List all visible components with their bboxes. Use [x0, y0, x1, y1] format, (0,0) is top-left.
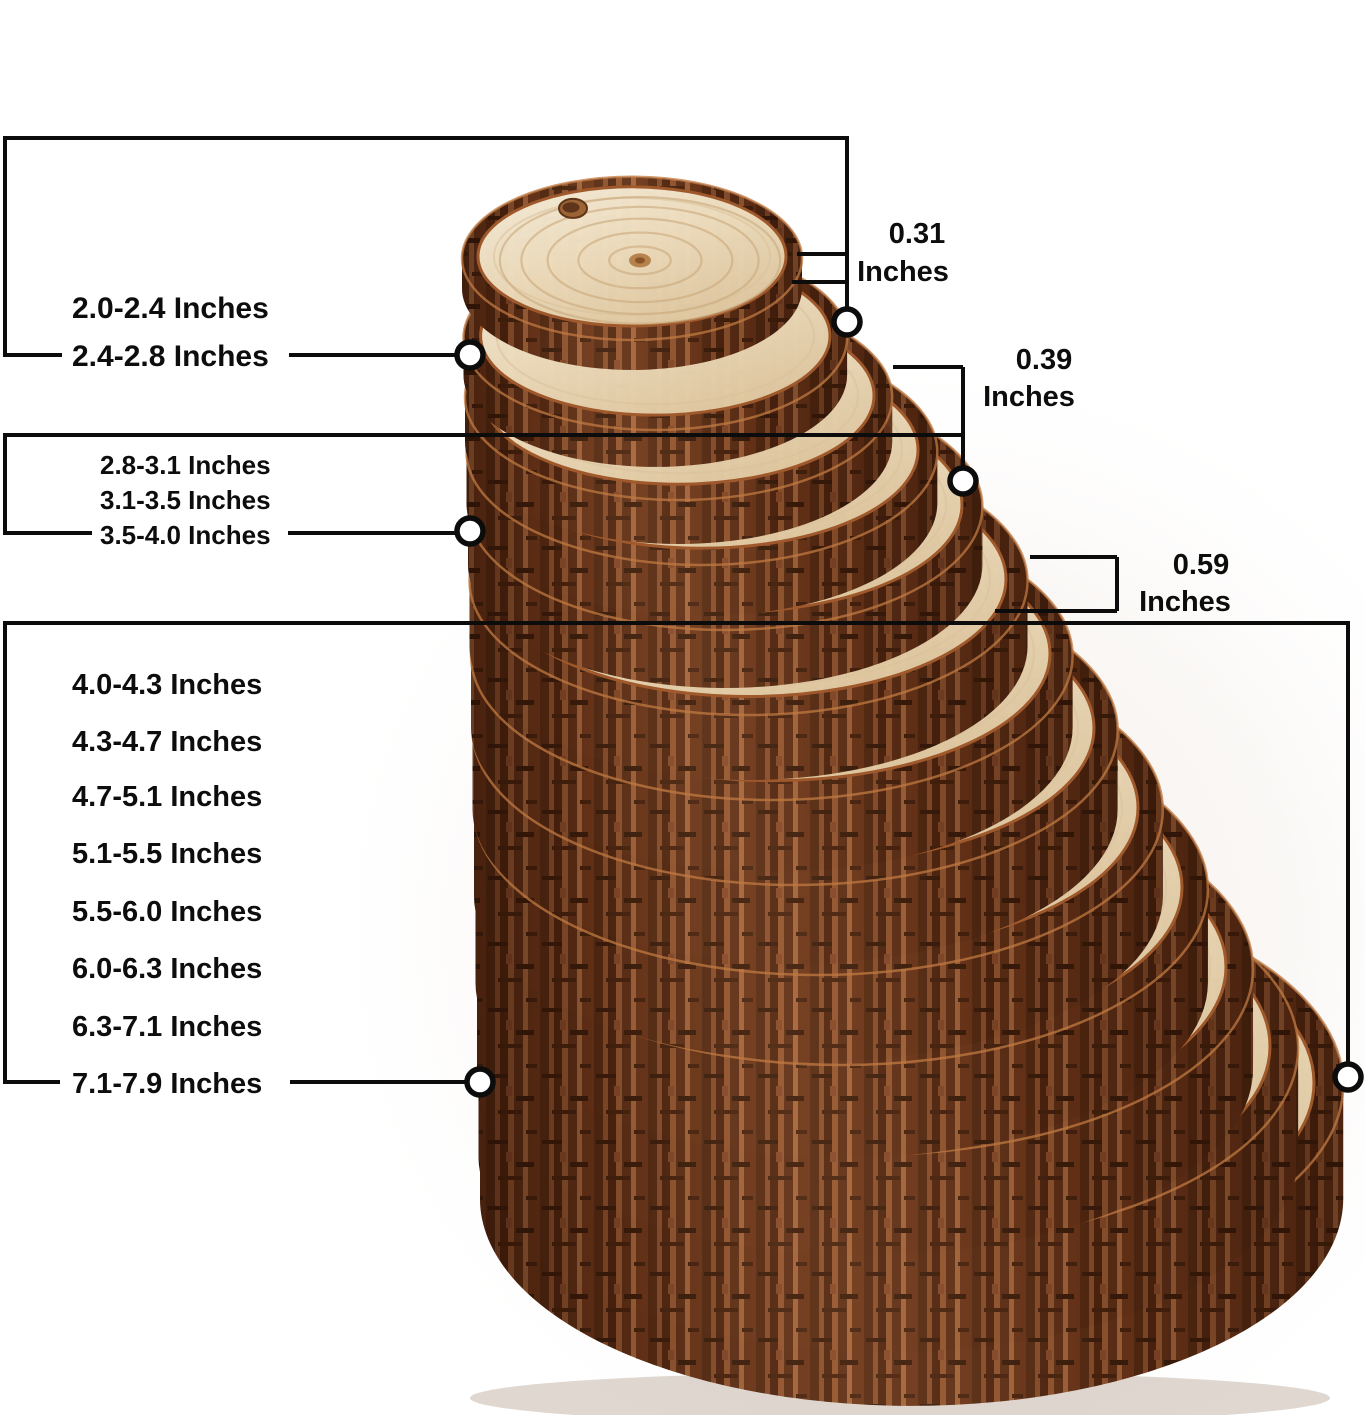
callout-group-medium-sizes: 2.8-3.1 Inches 3.1-3.5 Inches 3.5-4.0 In…: [3, 344, 1075, 550]
diameter-marker: [464, 1066, 496, 1098]
callout-group-small-sizes: 2.0-2.4 Inches 2.4-2.8 Inches 0.31 Inche…: [3, 136, 949, 373]
diameter-marker: [1332, 1061, 1364, 1093]
bracket-lines-group1: [3, 136, 849, 357]
size-label: 3.5-4.0 Inches: [100, 520, 271, 550]
size-label: 2.8-3.1 Inches: [100, 450, 271, 480]
callout-group-large-sizes: 4.0-4.3 Inches 4.3-4.7 Inches 4.7-5.1 In…: [3, 549, 1364, 1100]
wood-slice-1: [460, 175, 804, 370]
wood-slice-stack: [460, 175, 1345, 1406]
size-label: 2.0-2.4 Inches: [72, 292, 269, 325]
diameter-marker: [947, 465, 979, 497]
thickness-unit: Inches: [983, 381, 1075, 413]
thickness-unit: Inches: [857, 256, 949, 288]
size-label: 7.1-7.9 Inches: [72, 1068, 262, 1100]
size-label: 5.1-5.5 Inches: [72, 838, 262, 870]
size-label: 4.0-4.3 Inches: [72, 669, 262, 701]
size-label: 6.0-6.3 Inches: [72, 953, 262, 985]
size-label: 4.3-4.7 Inches: [72, 726, 262, 758]
thickness-unit: Inches: [1139, 586, 1231, 618]
thickness-value: 0.39: [1016, 344, 1072, 376]
size-label: 6.3-7.1 Inches: [72, 1011, 262, 1043]
size-label: 4.7-5.1 Inches: [72, 781, 262, 813]
bracket-lines-group2: [3, 365, 965, 535]
diameter-marker: [831, 306, 863, 338]
diameter-marker: [454, 515, 486, 547]
thickness-value: 0.59: [1173, 549, 1229, 581]
thickness-value: 0.31: [889, 218, 945, 250]
size-label: 3.1-3.5 Inches: [100, 485, 271, 515]
size-label: 5.5-6.0 Inches: [72, 896, 262, 928]
diameter-marker: [454, 339, 486, 371]
size-label: 2.4-2.8 Inches: [72, 340, 269, 373]
bracket-lines-group3: [3, 555, 1350, 1084]
